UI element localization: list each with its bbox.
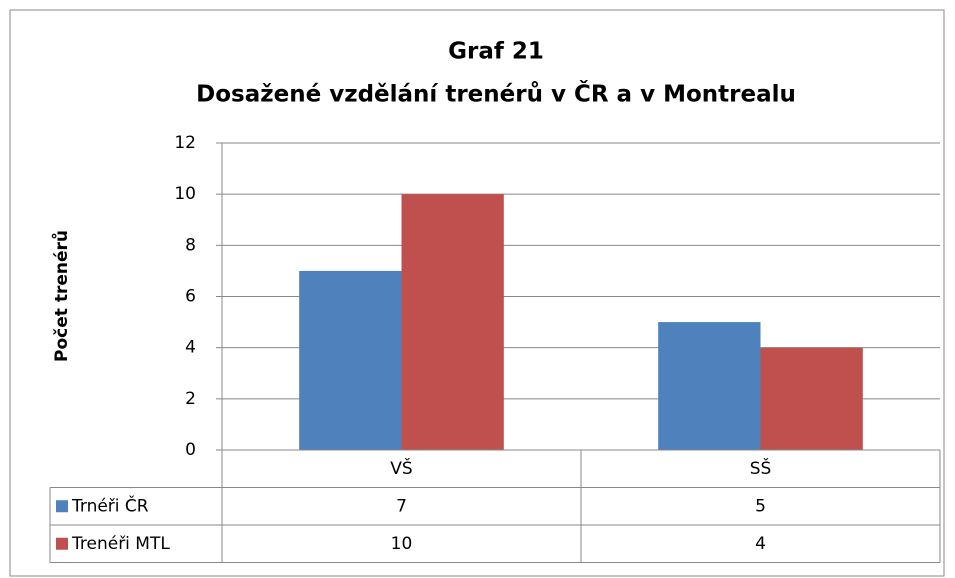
y-tick-label: 2 — [185, 389, 196, 409]
bar — [401, 194, 504, 450]
y-tick-label: 4 — [185, 338, 196, 358]
y-axis-label: Počet trenérů — [50, 230, 72, 362]
table-value: 4 — [755, 534, 766, 554]
legend-swatch — [56, 537, 68, 550]
y-tick-label: 8 — [185, 235, 196, 255]
x-tick-label: VŠ — [390, 457, 412, 479]
y-tick-label: 10 — [174, 184, 196, 204]
table-value: 5 — [755, 496, 766, 516]
y-tick-label: 6 — [185, 287, 196, 307]
chart-title: Graf 21 — [448, 39, 544, 65]
y-tick-label: 0 — [185, 440, 196, 460]
x-tick-label: SŠ — [750, 457, 772, 479]
legend-label: Trnéři ČR — [71, 494, 149, 516]
bar — [760, 347, 863, 450]
table-value: 10 — [391, 534, 413, 554]
y-tick-label: 12 — [174, 133, 196, 153]
chart-subtitle: Dosažené vzdělání trenérů v ČR a v Montr… — [196, 80, 796, 108]
bar — [299, 270, 402, 450]
bar — [658, 322, 761, 450]
table-value: 7 — [396, 496, 407, 516]
legend-label: Trenéři MTL — [71, 534, 170, 554]
legend-swatch — [56, 500, 68, 513]
